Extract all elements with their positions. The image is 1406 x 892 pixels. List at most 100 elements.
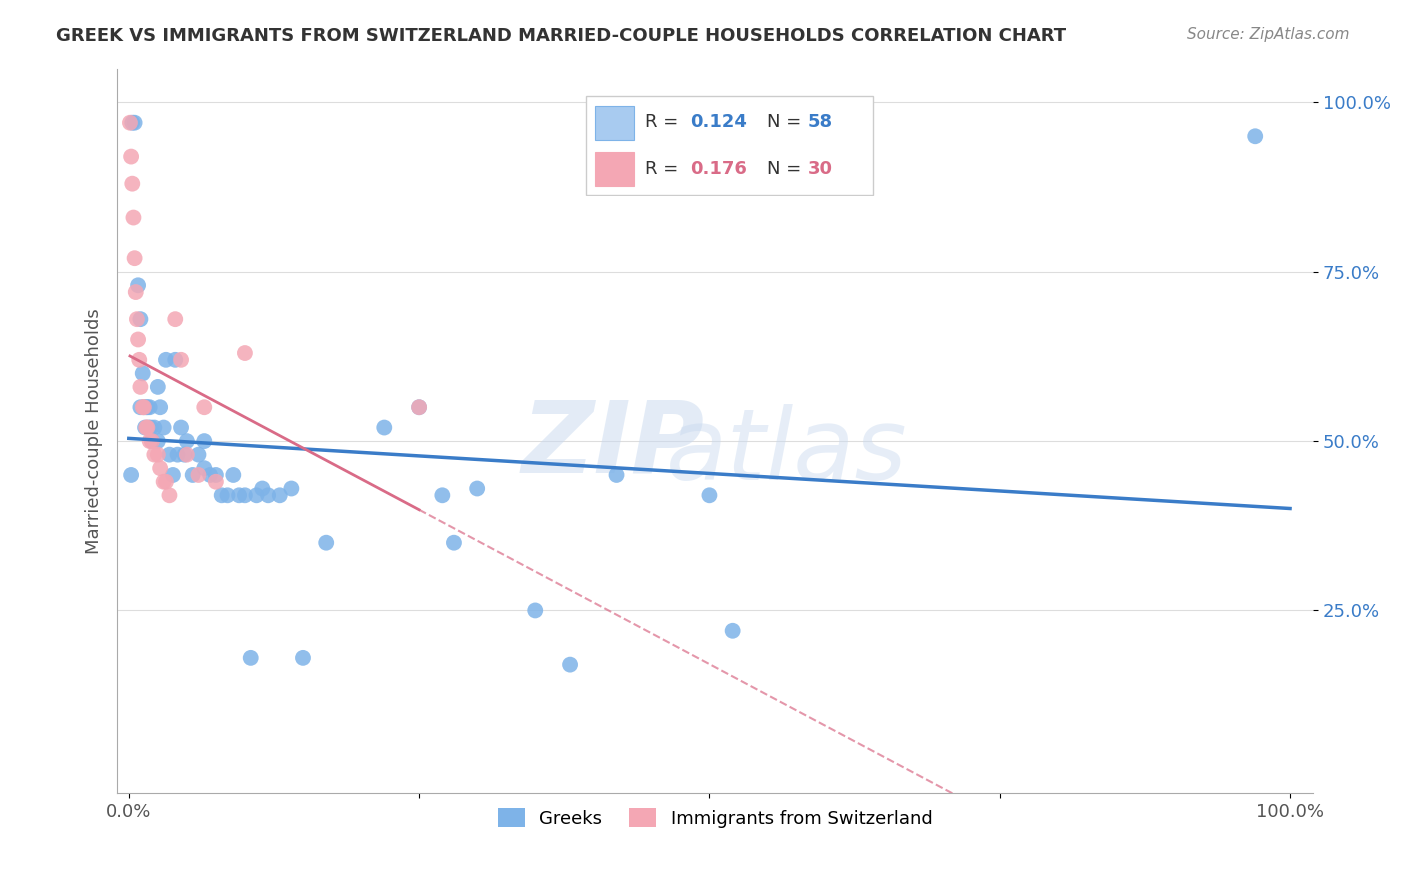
Point [193,401,215,415]
Point [127,333,149,347]
Point [155,475,177,489]
Point [605,467,627,482]
Text: atlas: atlas [666,404,908,501]
Text: N =: N = [766,113,807,131]
Point [166,448,188,462]
Point [132,401,155,415]
Point [152,420,174,434]
Text: N =: N = [766,160,807,178]
Point [129,312,152,326]
Point [138,434,160,449]
Point [252,482,274,496]
Point [1244,129,1267,144]
Point [721,624,744,638]
Point [141,434,163,449]
Point [432,488,454,502]
Point [120,467,142,482]
Point [141,434,163,449]
Point [159,488,181,502]
Point [149,401,172,415]
Point [193,461,215,475]
Point [280,482,302,496]
Point [699,488,721,502]
Legend: Greeks, Immigrants from Switzerland: Greeks, Immigrants from Switzerland [491,801,939,835]
FancyBboxPatch shape [586,95,873,195]
Point [170,420,193,434]
Point [120,150,142,164]
Point [122,211,145,225]
Text: Source: ZipAtlas.com: Source: ZipAtlas.com [1187,27,1350,42]
Point [132,401,155,415]
Text: 30: 30 [808,160,832,178]
Text: R =: R = [645,113,685,131]
Point [121,177,143,191]
Point [138,420,160,434]
Point [138,401,160,415]
Point [187,448,209,462]
Text: 58: 58 [808,113,832,131]
Point [136,420,159,434]
Point [118,116,141,130]
Point [146,448,169,462]
Point [152,475,174,489]
Point [181,467,204,482]
Point [135,420,157,434]
Point [165,312,187,326]
Point [558,657,581,672]
Point [129,401,152,415]
Point [291,651,314,665]
Point [121,116,143,130]
Point [125,312,148,326]
Point [128,352,150,367]
Point [124,251,146,265]
Point [149,461,172,475]
Point [228,488,250,502]
Text: 0.176: 0.176 [690,160,747,178]
Point [125,285,148,299]
Point [132,367,155,381]
Text: ZIP: ZIP [522,397,704,494]
Point [155,352,177,367]
Point [205,467,228,482]
Point [245,488,267,502]
Point [134,420,156,434]
FancyBboxPatch shape [595,106,634,140]
Text: GREEK VS IMMIGRANTS FROM SWITZERLAND MARRIED-COUPLE HOUSEHOLDS CORRELATION CHART: GREEK VS IMMIGRANTS FROM SWITZERLAND MAR… [56,27,1066,45]
Point [143,448,166,462]
Point [222,467,245,482]
Point [162,467,184,482]
Point [124,116,146,130]
Point [176,434,198,449]
Y-axis label: Married-couple Households: Married-couple Households [86,308,103,554]
Point [443,535,465,549]
Point [159,448,181,462]
Point [408,401,430,415]
Point [198,467,221,482]
Text: 0.124: 0.124 [690,113,747,131]
Point [146,434,169,449]
Point [233,346,256,360]
Point [132,401,155,415]
Point [257,488,280,502]
Point [408,401,430,415]
Point [139,420,162,434]
Point [173,448,195,462]
Point [205,475,228,489]
Point [465,482,488,496]
Point [373,420,395,434]
Point [143,420,166,434]
Point [127,278,149,293]
Point [136,401,159,415]
Text: R =: R = [645,160,685,178]
Point [129,380,152,394]
Point [524,603,547,617]
Point [211,488,233,502]
Point [315,535,337,549]
Point [135,401,157,415]
FancyBboxPatch shape [595,153,634,186]
Point [146,380,169,394]
Point [170,352,193,367]
Point [187,467,209,482]
Point [269,488,291,502]
Point [217,488,239,502]
